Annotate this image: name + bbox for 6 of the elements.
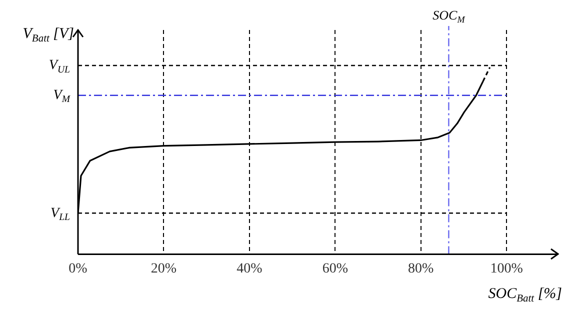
x-tick-label: 100% — [490, 261, 524, 276]
x-tick-label: 80% — [408, 261, 434, 276]
x-tick-label: 60% — [322, 261, 348, 276]
x-tick-label: 20% — [150, 261, 177, 276]
x-tick-label: 40% — [236, 261, 263, 276]
x-tick-label: 0% — [68, 261, 88, 276]
